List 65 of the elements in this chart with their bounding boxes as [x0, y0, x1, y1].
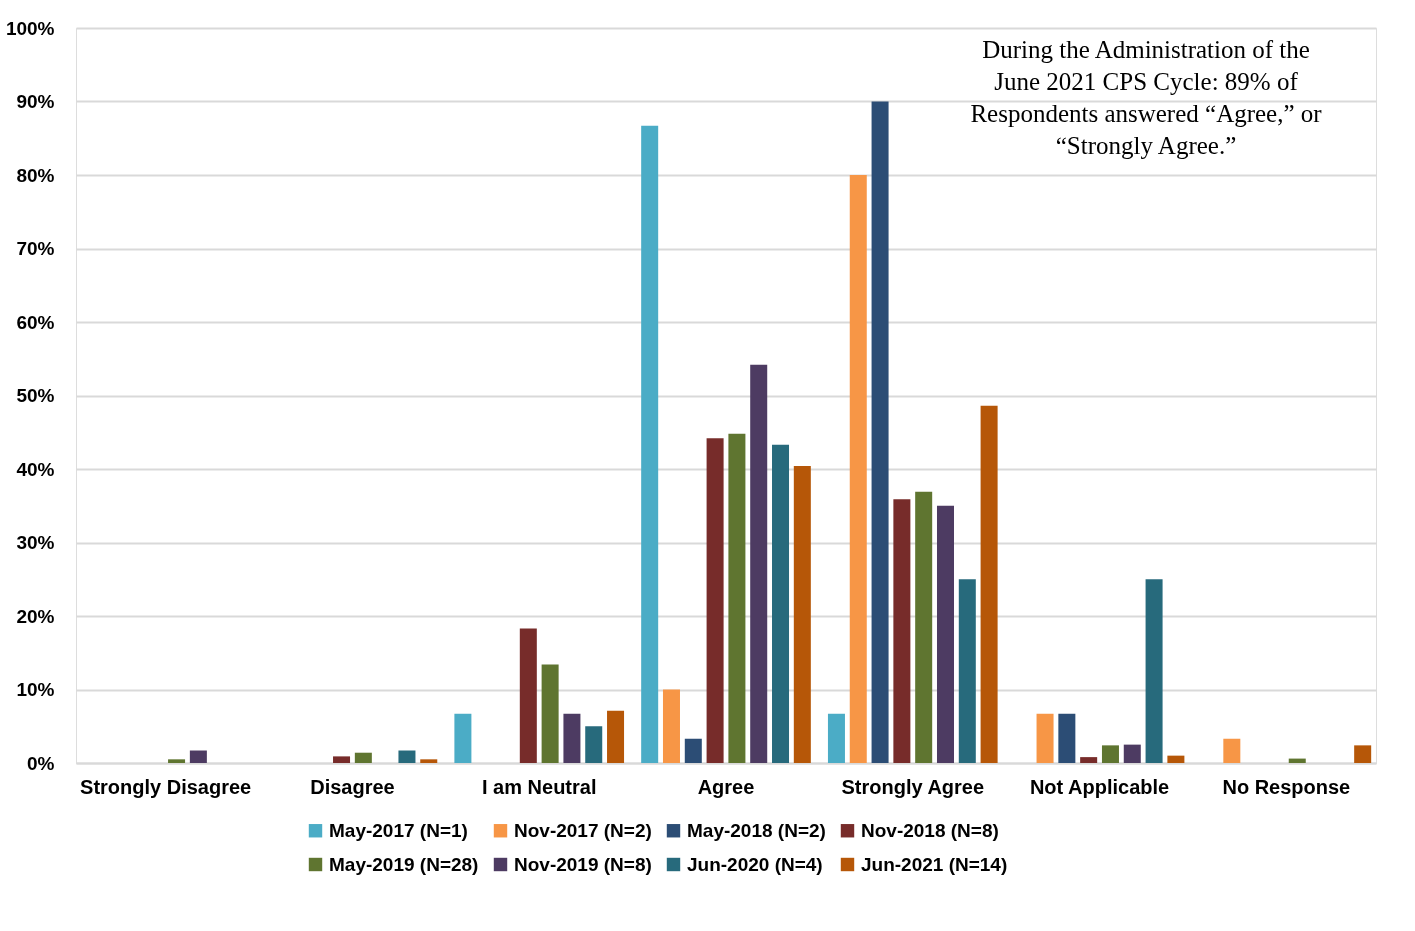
bar [519, 628, 537, 763]
bar [1123, 744, 1141, 763]
bar [936, 505, 954, 763]
y-tick-label: 10% [16, 679, 55, 700]
bar [662, 689, 680, 763]
bar [684, 738, 702, 763]
bar [871, 101, 889, 763]
bar [827, 713, 845, 763]
bar [1080, 757, 1098, 763]
bar [189, 750, 207, 763]
legend-label: May-2018 (N=2) [687, 819, 826, 841]
bar [750, 364, 768, 763]
bar [585, 726, 603, 763]
legend-label: Nov-2017 (N=2) [514, 819, 652, 841]
bar [1223, 738, 1241, 763]
bar [563, 713, 581, 763]
y-tick-label: 0% [27, 752, 55, 774]
legend-label: May-2019 (N=28) [329, 853, 479, 875]
bar [793, 466, 811, 763]
x-tick-label: I am Neutral [481, 775, 597, 798]
y-tick-label: 70% [16, 238, 55, 259]
bar [915, 491, 933, 763]
x-tick-label: Not Applicable [1029, 775, 1170, 798]
bar [706, 438, 724, 763]
y-tick-label: 90% [16, 91, 55, 112]
bar [1288, 758, 1306, 763]
y-tick-label: 100% [5, 17, 55, 39]
bar [420, 759, 438, 763]
bar [168, 759, 186, 763]
bar [1145, 579, 1163, 763]
bar [1354, 745, 1372, 763]
legend-label: Nov-2019 (N=8) [514, 853, 652, 875]
x-tick-label: Strongly Agree [841, 775, 985, 798]
bar [728, 433, 746, 763]
legend-label: Nov-2018 (N=8) [861, 819, 999, 841]
bar [333, 756, 351, 763]
y-tick-label: 40% [16, 458, 55, 480]
bar [772, 444, 790, 763]
bar [1058, 713, 1076, 763]
bar [958, 579, 976, 763]
legend-label: Jun-2021 (N=14) [861, 853, 1008, 875]
bar [541, 664, 559, 763]
x-tick-label: Agree [697, 775, 755, 798]
y-tick-label: 30% [16, 532, 55, 553]
bar [893, 499, 911, 763]
annotation: During the Administration of the June 2021 CPS Cycle: 89% of Respondents answered “Agree,” or “Strongly Agree.” [970, 36, 1323, 159]
bar [398, 750, 416, 763]
legend-label: May-2017 (N=1) [329, 819, 468, 841]
x-tick-label: No Response [1222, 775, 1351, 798]
bar [607, 710, 625, 763]
x-tick-label: Disagree [310, 775, 395, 798]
bar [849, 175, 867, 763]
y-tick-label: 60% [16, 311, 55, 333]
bar [1036, 713, 1054, 763]
y-tick-label: 80% [16, 164, 55, 186]
y-tick-label: 20% [16, 605, 55, 627]
bar [454, 713, 472, 763]
x-tick-label: Strongly Disagree [80, 775, 252, 798]
bar [980, 405, 998, 763]
bar [641, 125, 659, 763]
bar [1167, 755, 1185, 763]
bar [1101, 745, 1119, 763]
bar [354, 752, 372, 763]
y-tick-label: 50% [16, 385, 55, 406]
legend-label: Jun-2020 (N=4) [687, 853, 823, 875]
